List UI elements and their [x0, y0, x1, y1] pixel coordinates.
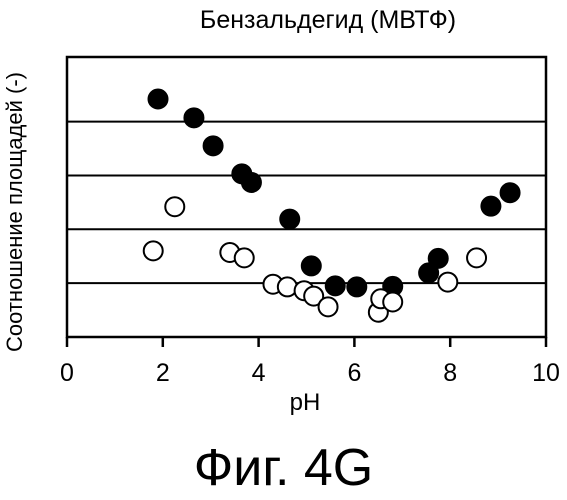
x-tick-label: 2	[156, 359, 170, 387]
x-tick-label: 0	[60, 359, 74, 387]
x-tick-label: 8	[443, 359, 457, 387]
chart-title: Бензальдегид (МВТФ)	[200, 6, 456, 34]
open-data-point	[278, 277, 297, 296]
filled-data-point	[302, 256, 321, 275]
open-data-point	[165, 197, 184, 216]
open-data-point	[383, 293, 402, 312]
x-tick-label: 10	[532, 359, 560, 387]
open-data-point	[438, 273, 457, 292]
filled-data-point	[326, 276, 345, 295]
x-tick-label: 6	[347, 359, 361, 387]
y-axis-label: Соотношение площадей (-)	[2, 72, 27, 352]
x-tick-label: 4	[252, 359, 266, 387]
x-axis-ticks: 0 2 4 6 8 10	[60, 337, 560, 387]
open-data-point	[319, 297, 338, 316]
filled-data-point	[184, 108, 203, 127]
figure-caption: Фиг. 4G	[0, 438, 567, 498]
open-data-point	[144, 241, 163, 260]
filled-data-point	[204, 136, 223, 155]
filled-data-point	[242, 173, 261, 192]
data-points	[144, 90, 520, 322]
filled-data-point	[280, 210, 299, 229]
filled-data-point	[149, 90, 168, 109]
filled-data-point	[501, 183, 520, 202]
filled-data-point	[481, 197, 500, 216]
open-data-point	[235, 248, 254, 267]
open-data-point	[467, 248, 486, 267]
x-axis-label: pH	[290, 389, 321, 416]
filled-data-point	[347, 277, 366, 296]
filled-data-point	[429, 249, 448, 268]
